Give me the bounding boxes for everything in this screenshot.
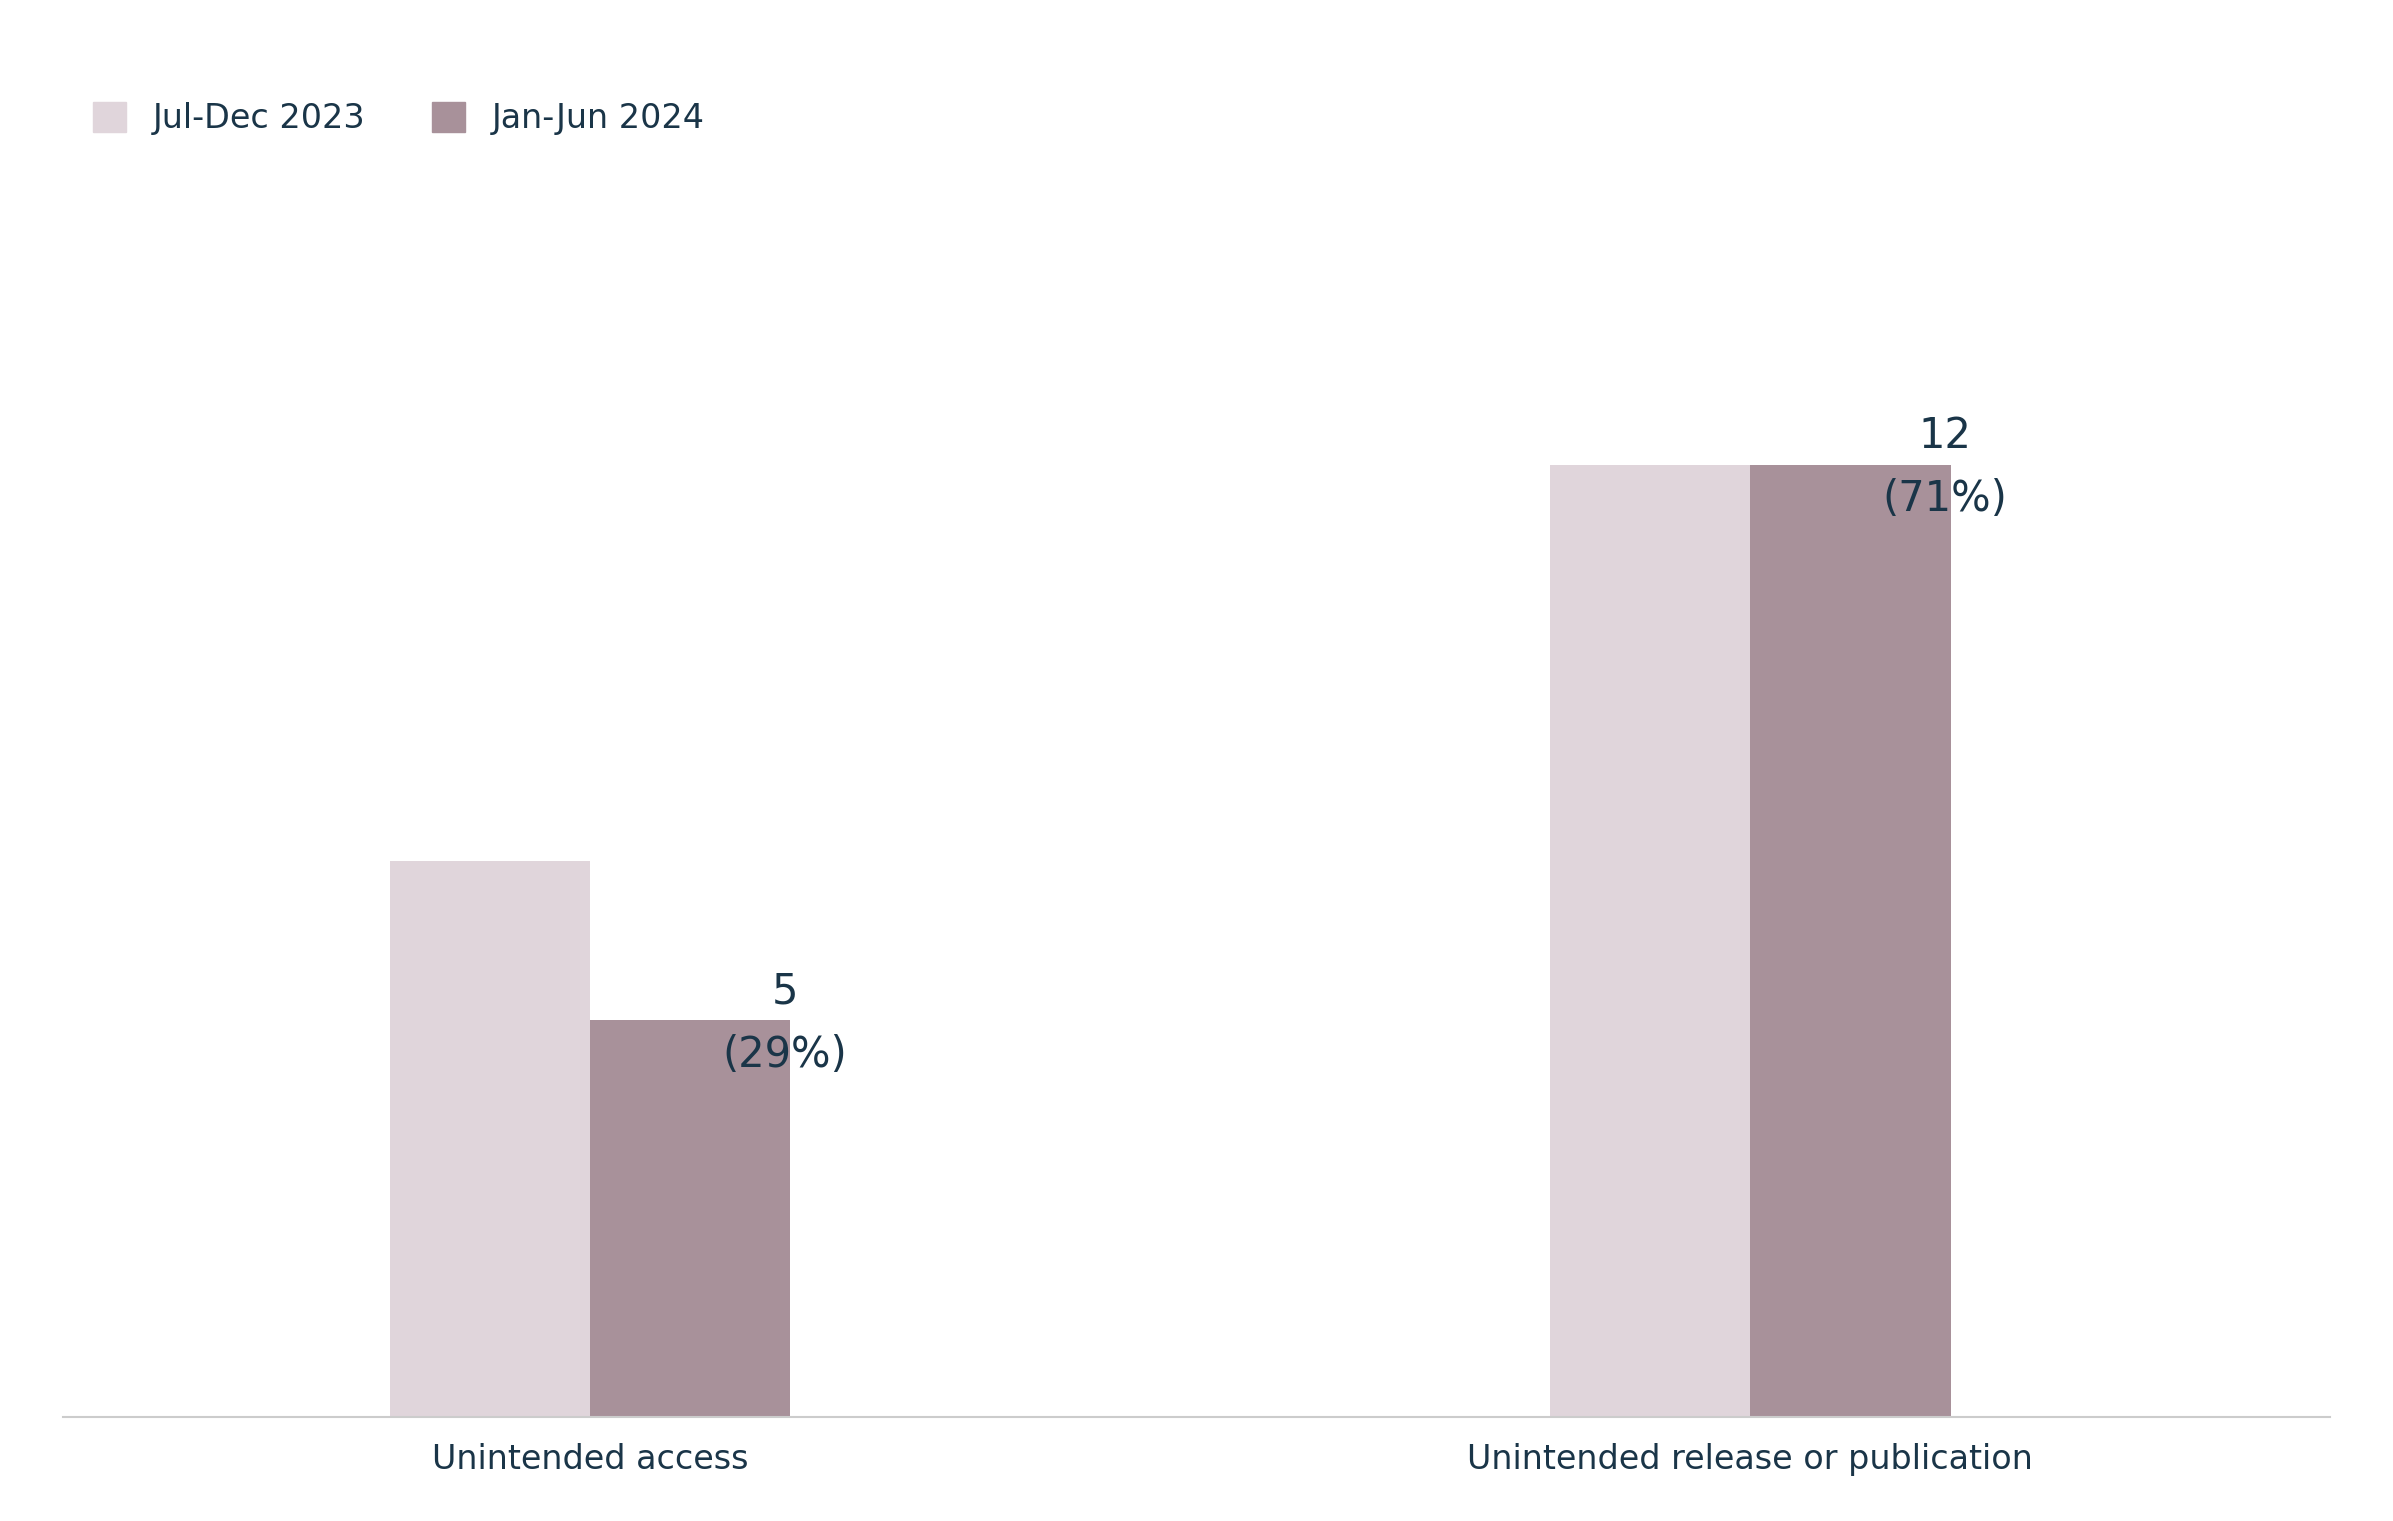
Text: 5: 5 — [773, 970, 799, 1011]
Bar — [1551, 465, 1749, 1418]
Text: 12: 12 — [1919, 415, 1972, 456]
Text: (29%): (29%) — [723, 1034, 847, 1075]
Text: (71%): (71%) — [1883, 478, 2008, 520]
Bar — [390, 861, 591, 1418]
Bar — [1749, 465, 1950, 1418]
Bar — [591, 1021, 790, 1418]
Legend: Jul-Dec 2023, Jan-Jun 2024: Jul-Dec 2023, Jan-Jun 2024 — [79, 88, 718, 149]
